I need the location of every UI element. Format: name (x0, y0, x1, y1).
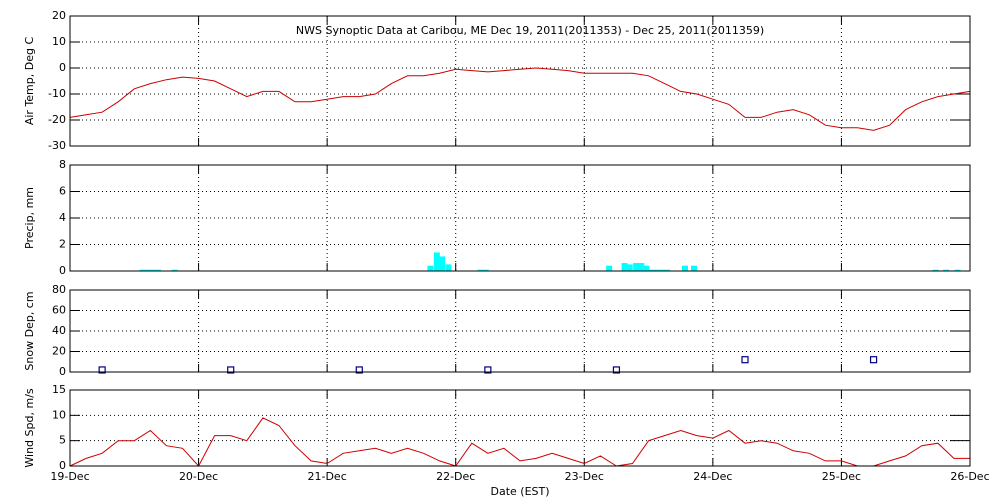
bar (943, 269, 949, 271)
y-tick-label: 5 (59, 434, 66, 447)
x-tick-label: 25-Dec (822, 470, 861, 483)
y-tick-label: 0 (59, 61, 66, 74)
y-tick-label: 10 (52, 408, 66, 421)
y-tick-label: 15 (52, 383, 66, 396)
bar (621, 263, 628, 271)
y-tick-label: 60 (52, 304, 66, 317)
bar (648, 269, 655, 271)
bar (658, 269, 665, 271)
panel-frame (69, 164, 971, 272)
point (484, 366, 492, 374)
y-tick-label: -20 (48, 113, 66, 126)
bar (144, 269, 151, 271)
y-tick-label: 0 (59, 459, 66, 472)
x-tick-label: 19-Dec (50, 470, 89, 483)
bar (932, 269, 939, 271)
y-tick-label: 6 (59, 185, 66, 198)
x-tick-label: 24-Dec (693, 470, 732, 483)
y-tick-label: 10 (52, 35, 66, 48)
y-tick-label: 0 (59, 365, 66, 378)
panel-frame (69, 15, 971, 147)
y-tick-label: 2 (59, 238, 66, 251)
x-tick-label: 23-Dec (565, 470, 604, 483)
x-tick-label: 20-Dec (179, 470, 218, 483)
bar (682, 265, 688, 271)
y-tick-label: 8 (59, 158, 66, 171)
x-tick-label: 22-Dec (436, 470, 475, 483)
bar (445, 264, 452, 271)
x-axis-label: Date (EST) (490, 485, 549, 498)
panel-frame (69, 389, 971, 467)
bar (139, 269, 146, 271)
point (741, 356, 749, 364)
bar (691, 265, 697, 271)
y-tick-label: 4 (59, 211, 66, 224)
bar (633, 263, 640, 271)
bar (433, 252, 440, 271)
bar (154, 269, 161, 271)
y-tick-label: 20 (52, 345, 66, 358)
y-tick-label: -30 (48, 139, 66, 152)
x-tick-label: 21-Dec (308, 470, 347, 483)
chart-title: NWS Synoptic Data at Caribou, ME Dec 19,… (296, 24, 764, 37)
point (869, 356, 878, 364)
x-tick-label: 26-Dec (950, 470, 989, 483)
bar (664, 269, 670, 271)
y-axis-label: Snow Dep, cm (23, 291, 36, 370)
bar (638, 263, 645, 271)
bar (439, 256, 445, 271)
point (612, 366, 621, 374)
data-line (69, 67, 971, 131)
point (98, 366, 106, 374)
y-tick-label: 80 (52, 283, 66, 296)
bar (149, 269, 156, 271)
bar (626, 264, 633, 271)
bar (171, 269, 178, 271)
point (227, 366, 235, 374)
data-line (69, 417, 970, 467)
y-tick-label: -10 (48, 87, 66, 100)
y-axis-label: Precip, mm (23, 187, 36, 249)
bar (653, 269, 660, 271)
point (355, 366, 363, 374)
panel-frame (69, 289, 971, 373)
bar (606, 265, 613, 271)
y-tick-label: 0 (59, 264, 66, 277)
bar (427, 265, 434, 271)
bar (477, 269, 484, 271)
y-tick-label: 20 (52, 9, 66, 22)
bar (954, 269, 961, 271)
y-axis-label: Wind Spd, m/s (23, 388, 36, 468)
y-tick-label: 40 (52, 324, 66, 337)
y-axis-label: Air Temp, Deg C (23, 37, 36, 126)
bar (643, 265, 650, 271)
bar (482, 269, 489, 271)
